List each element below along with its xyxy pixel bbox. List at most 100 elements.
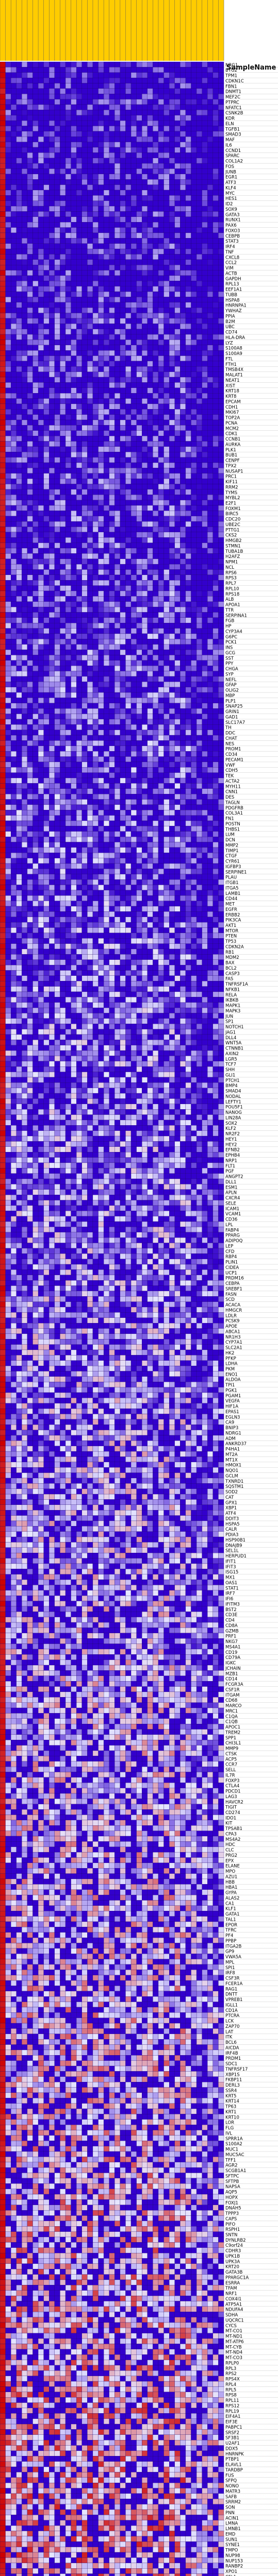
heatmap-cell bbox=[82, 286, 88, 292]
heatmap-cell bbox=[22, 463, 27, 468]
heatmap-cell bbox=[109, 559, 115, 564]
heatmap-cell bbox=[197, 350, 202, 355]
heatmap-cell bbox=[6, 409, 11, 414]
heatmap-cell bbox=[104, 645, 109, 650]
heatmap-cell bbox=[169, 575, 175, 580]
heatmap-cell bbox=[38, 137, 44, 142]
heatmap-cell bbox=[213, 168, 219, 174]
heatmap-cell bbox=[27, 345, 33, 350]
heatmap-cell bbox=[180, 393, 186, 398]
heatmap-cell bbox=[60, 244, 66, 249]
heatmap-cell bbox=[213, 329, 219, 334]
heatmap-cell bbox=[49, 703, 55, 708]
heatmap-cell bbox=[137, 270, 142, 276]
heatmap-cell bbox=[93, 564, 99, 569]
heatmap-cell bbox=[87, 366, 93, 371]
heatmap-cell bbox=[44, 206, 50, 211]
heatmap-cell bbox=[153, 254, 158, 259]
heatmap-cell bbox=[49, 388, 55, 393]
heatmap-cell bbox=[66, 276, 71, 281]
heatmap-cell bbox=[6, 586, 11, 591]
heatmap-cell bbox=[0, 420, 6, 425]
heatmap-cell bbox=[191, 505, 197, 511]
heatmap-cell bbox=[197, 302, 202, 308]
heatmap-cell bbox=[218, 436, 224, 441]
heatmap-cell bbox=[153, 121, 158, 126]
heatmap-cell bbox=[169, 479, 175, 484]
heatmap-cell bbox=[202, 121, 208, 126]
heatmap-cell bbox=[27, 260, 33, 265]
heatmap-cell bbox=[202, 629, 208, 634]
heatmap-cell bbox=[197, 559, 202, 564]
heatmap-cell bbox=[153, 377, 158, 382]
heatmap-cell bbox=[131, 126, 137, 131]
heatmap-cell bbox=[153, 447, 158, 452]
heatmap-cell bbox=[60, 532, 66, 537]
heatmap-cell bbox=[38, 308, 44, 313]
heatmap-cell bbox=[33, 152, 39, 158]
heatmap-cell bbox=[104, 329, 109, 334]
heatmap-cell bbox=[60, 110, 66, 115]
heatmap-cell bbox=[142, 655, 148, 660]
heatmap-cell bbox=[93, 270, 99, 276]
heatmap-cell bbox=[125, 447, 131, 452]
heatmap-cell bbox=[125, 217, 131, 222]
heatmap-cell bbox=[153, 313, 158, 318]
heatmap-cell bbox=[66, 297, 71, 302]
heatmap-cell bbox=[60, 115, 66, 121]
heatmap-cell bbox=[66, 457, 71, 463]
heatmap-cell bbox=[49, 612, 55, 617]
heatmap-cell bbox=[104, 553, 109, 558]
heatmap-cell bbox=[180, 361, 186, 366]
heatmap-cell bbox=[213, 238, 219, 243]
heatmap-cell bbox=[191, 489, 197, 495]
heatmap-cell bbox=[191, 692, 197, 698]
heatmap-cell bbox=[218, 345, 224, 350]
heatmap-cell bbox=[11, 629, 17, 634]
heatmap-cell bbox=[55, 692, 60, 698]
heatmap-cell bbox=[17, 543, 22, 548]
heatmap-cell bbox=[202, 479, 208, 484]
heatmap-cell bbox=[137, 324, 142, 329]
heatmap-cell bbox=[202, 110, 208, 115]
heatmap-cell bbox=[148, 254, 153, 259]
heatmap-cell bbox=[153, 399, 158, 404]
heatmap-cell bbox=[180, 655, 186, 660]
heatmap-cell bbox=[202, 666, 208, 671]
heatmap-cell bbox=[169, 629, 175, 634]
heatmap-cell bbox=[109, 591, 115, 596]
heatmap-cell bbox=[137, 163, 142, 168]
heatmap-cell bbox=[71, 217, 77, 222]
heatmap-cell bbox=[55, 404, 60, 409]
heatmap-cell bbox=[22, 393, 27, 398]
heatmap-cell bbox=[82, 89, 88, 94]
heatmap-cell bbox=[6, 447, 11, 452]
heatmap-cell bbox=[197, 115, 202, 121]
heatmap-cell bbox=[104, 495, 109, 500]
heatmap-cell bbox=[148, 228, 153, 233]
heatmap-cell bbox=[169, 623, 175, 628]
heatmap-cell bbox=[109, 142, 115, 147]
heatmap-cell bbox=[158, 147, 164, 152]
heatmap-cell bbox=[115, 62, 120, 67]
heatmap-cell bbox=[164, 564, 170, 569]
heatmap-cell bbox=[191, 586, 197, 591]
heatmap-cell bbox=[33, 83, 39, 88]
heatmap-cell bbox=[125, 313, 131, 318]
heatmap-cell bbox=[60, 238, 66, 243]
heatmap-cell bbox=[142, 254, 148, 259]
heatmap-cell bbox=[82, 612, 88, 617]
heatmap-cell bbox=[60, 559, 66, 564]
heatmap-cell bbox=[164, 228, 170, 233]
heatmap-cell bbox=[153, 431, 158, 436]
heatmap-cell bbox=[11, 356, 17, 361]
heatmap-cell bbox=[33, 409, 39, 414]
heatmap-cell bbox=[93, 361, 99, 366]
heatmap-cell bbox=[131, 260, 137, 265]
heatmap-cell bbox=[60, 404, 66, 409]
heatmap-cell bbox=[158, 137, 164, 142]
heatmap-cell bbox=[71, 244, 77, 249]
heatmap-cell bbox=[109, 463, 115, 468]
heatmap-cell bbox=[148, 382, 153, 387]
heatmap-cell bbox=[142, 174, 148, 179]
